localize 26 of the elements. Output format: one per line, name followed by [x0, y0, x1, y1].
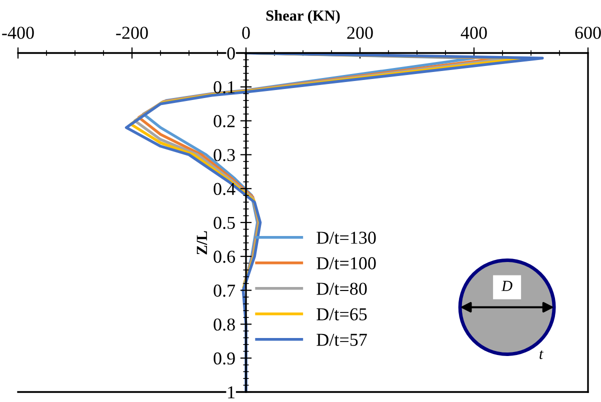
y-tick-label: 0.3: [214, 148, 235, 162]
legend-label: D/t=65: [316, 308, 367, 320]
y-tick-label: 0.9: [214, 352, 235, 365]
x-tick-label: -400: [2, 26, 34, 39]
y-tick-label: 0.8: [214, 318, 235, 331]
legend-label: D/t=100: [316, 257, 376, 270]
y-tick-label: 0.1: [214, 81, 234, 94]
y-tick-label: 0: [227, 47, 235, 60]
legend-label: D/t=130: [316, 232, 376, 244]
x-tick-label: -200: [116, 26, 148, 39]
y-tick-label: 0.7: [214, 284, 236, 297]
annotation: D: [501, 280, 512, 291]
y-tick-label: 1: [228, 386, 234, 398]
y-tick-label: 0.6: [214, 250, 236, 263]
legend-label: D/t=80: [316, 282, 367, 295]
legend-label: D/t=57: [316, 334, 367, 346]
y-tick-label: 0.2: [214, 115, 235, 128]
x-tick-label: 400: [460, 26, 487, 39]
y-tick-label: 0.5: [214, 216, 235, 230]
y-axis-title: Z/L: [196, 231, 208, 254]
y-tick-label: 0.4: [214, 182, 236, 196]
x-tick-label: 0: [242, 26, 250, 39]
x-tick-label: 200: [347, 26, 373, 39]
x-tick-label: 600: [575, 26, 601, 39]
annotation: t: [540, 350, 544, 360]
x-axis-title: Shear (KN): [266, 10, 340, 24]
